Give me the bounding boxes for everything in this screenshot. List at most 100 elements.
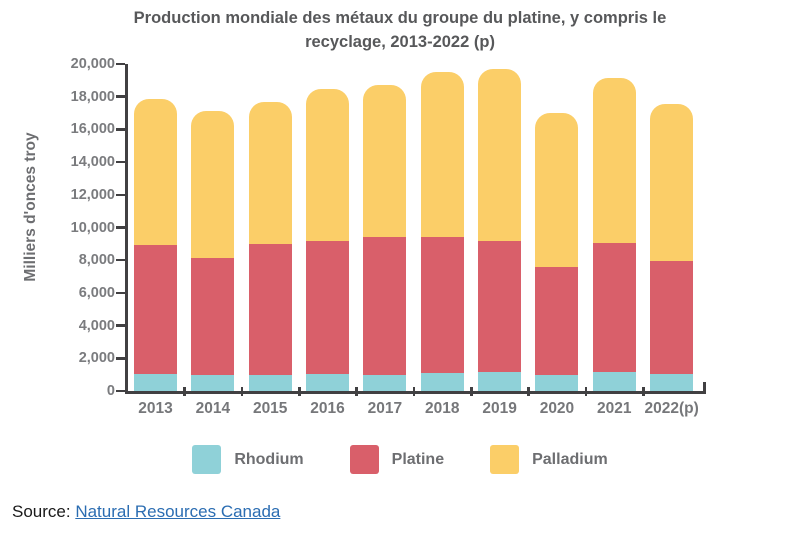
bar-2017-platine[interactable] bbox=[363, 236, 407, 375]
bar-2018-palladium[interactable] bbox=[420, 72, 464, 237]
y-tick-label-0: 0 bbox=[106, 383, 115, 399]
legend-label-platine: Platine bbox=[391, 450, 445, 468]
x-label-2022(p): 2022(p) bbox=[644, 400, 699, 417]
chart-title-line2: recyclage, 2013-2022 (p) bbox=[305, 32, 495, 51]
x-tick-2021 bbox=[584, 387, 588, 396]
y-tick-label-8000: 8,000 bbox=[78, 252, 115, 269]
legend: Rhodium Platine Palladium bbox=[0, 445, 800, 474]
bar-2022(p)-palladium[interactable] bbox=[650, 104, 694, 262]
y-tick-2000 bbox=[116, 357, 125, 360]
bar-2016-palladium[interactable] bbox=[306, 89, 350, 242]
plot-area: 0 2,000 4,000 6,000 8,000 10,000 12,000 14,000 1… bbox=[71, 56, 706, 399]
y-tick-14000 bbox=[116, 160, 125, 164]
bar-2021[interactable] bbox=[592, 77, 636, 391]
legend-label-rhodium: Rhodium bbox=[234, 450, 304, 468]
x-label-2016: 2016 bbox=[310, 400, 345, 417]
rhodium-swatch-icon bbox=[192, 445, 222, 474]
y-tick-label-10000: 10,000 bbox=[70, 219, 115, 236]
bar-2016-rhodium[interactable] bbox=[306, 373, 350, 391]
x-label-2019: 2019 bbox=[482, 400, 517, 417]
y-tick-0 bbox=[116, 389, 125, 393]
y-tick-6000 bbox=[116, 291, 125, 295]
y-tick-20000 bbox=[116, 62, 125, 66]
y-tick-16000 bbox=[116, 128, 125, 131]
bar-2020-palladium[interactable] bbox=[535, 113, 579, 267]
x-tick-2016 bbox=[298, 387, 301, 396]
bar-2021-rhodium[interactable] bbox=[592, 372, 636, 391]
bar-2018-platine[interactable] bbox=[420, 236, 464, 374]
legend-item-platine[interactable]: Platine bbox=[349, 445, 445, 474]
source-prefix: Source: bbox=[12, 502, 76, 521]
x-label-2021: 2021 bbox=[597, 400, 632, 417]
bar-2015-platine[interactable] bbox=[248, 243, 292, 375]
palladium-swatch-icon bbox=[490, 445, 520, 474]
legend-item-rhodium[interactable]: Rhodium bbox=[192, 445, 304, 474]
bar-2017[interactable] bbox=[363, 85, 407, 391]
y-tick-label-16000: 16,000 bbox=[70, 121, 115, 138]
y-tick-label-18000: 18,000 bbox=[70, 88, 115, 105]
source-line: Source: Natural Resources Canada bbox=[12, 502, 280, 522]
legend-item-palladium[interactable]: Palladium bbox=[490, 445, 608, 474]
y-tick-label-12000: 12,000 bbox=[70, 186, 115, 203]
bar-2015[interactable] bbox=[248, 101, 292, 391]
bar-2013[interactable] bbox=[134, 99, 177, 391]
bar-2014-rhodium[interactable] bbox=[191, 375, 235, 391]
x-label-2015: 2015 bbox=[252, 400, 288, 417]
y-tick-label-6000: 6,000 bbox=[78, 284, 115, 301]
bar-2017-rhodium[interactable] bbox=[363, 374, 407, 391]
bar-2016-platine[interactable] bbox=[306, 241, 350, 374]
y-tick-18000 bbox=[116, 95, 125, 98]
y-tick-4000 bbox=[116, 324, 125, 327]
bar-2014[interactable] bbox=[191, 110, 235, 391]
chart-title: Production mondiale des métaux du groupe… bbox=[0, 7, 800, 54]
bar-2022(p)-rhodium[interactable] bbox=[650, 373, 694, 391]
bar-2014-palladium[interactable] bbox=[191, 110, 235, 258]
source-link[interactable]: Natural Resources Canada bbox=[75, 502, 281, 521]
x-label-2020: 2020 bbox=[539, 400, 575, 417]
x-label-2017: 2017 bbox=[367, 400, 403, 417]
platine-swatch-icon bbox=[349, 445, 379, 474]
bar-2021-platine[interactable] bbox=[592, 243, 636, 373]
bar-2015-rhodium[interactable] bbox=[248, 374, 292, 391]
bar-2013-platine[interactable] bbox=[134, 244, 177, 374]
x-tick-2015 bbox=[240, 387, 244, 396]
x-tick-2022(p) bbox=[642, 387, 645, 396]
x-tick-2014 bbox=[183, 387, 186, 396]
bar-2018-rhodium[interactable] bbox=[420, 373, 464, 391]
bar-2013-palladium[interactable] bbox=[134, 99, 177, 245]
chart-title-line1: Production mondiale des métaux du groupe… bbox=[133, 9, 667, 27]
y-tick-label-14000: 14,000 bbox=[70, 154, 115, 171]
bar-2022(p)[interactable] bbox=[650, 104, 694, 391]
x-label-2014: 2014 bbox=[195, 400, 231, 417]
bar-2015-palladium[interactable] bbox=[248, 101, 292, 244]
y-tick-label-4000: 4,000 bbox=[78, 317, 115, 334]
bar-2022(p)-platine[interactable] bbox=[650, 261, 694, 374]
bar-2016[interactable] bbox=[306, 89, 350, 391]
bar-2014-platine[interactable] bbox=[191, 257, 235, 376]
bar-2021-palladium[interactable] bbox=[592, 77, 636, 244]
x-tick-2018 bbox=[412, 387, 416, 396]
y-tick-10000 bbox=[116, 226, 125, 229]
x-axis-endcap bbox=[703, 382, 706, 394]
bar-2019-palladium[interactable] bbox=[478, 68, 522, 241]
y-tick-8000 bbox=[116, 258, 125, 262]
bar-2020-platine[interactable] bbox=[535, 266, 579, 375]
bar-2020-rhodium[interactable] bbox=[535, 374, 579, 391]
y-tick-label-20000: 20,000 bbox=[70, 56, 115, 72]
y-axis-title: Milliers d'onces troy bbox=[22, 132, 39, 282]
legend-label-palladium: Palladium bbox=[532, 450, 608, 468]
bar-2019[interactable] bbox=[478, 68, 522, 391]
x-label-2013: 2013 bbox=[138, 400, 173, 417]
bar-2018[interactable] bbox=[420, 72, 464, 391]
y-tick-12000 bbox=[116, 193, 125, 197]
bar-2013-rhodium[interactable] bbox=[134, 373, 177, 391]
bar-2020[interactable] bbox=[535, 113, 579, 391]
bar-2017-palladium[interactable] bbox=[363, 85, 407, 237]
x-tick-2017 bbox=[355, 387, 358, 396]
bar-2019-rhodium[interactable] bbox=[478, 372, 522, 391]
x-tick-2019 bbox=[470, 387, 473, 396]
y-tick-label-2000: 2,000 bbox=[78, 350, 115, 367]
bar-2019-platine[interactable] bbox=[478, 240, 522, 373]
x-tick-2020 bbox=[527, 387, 530, 396]
